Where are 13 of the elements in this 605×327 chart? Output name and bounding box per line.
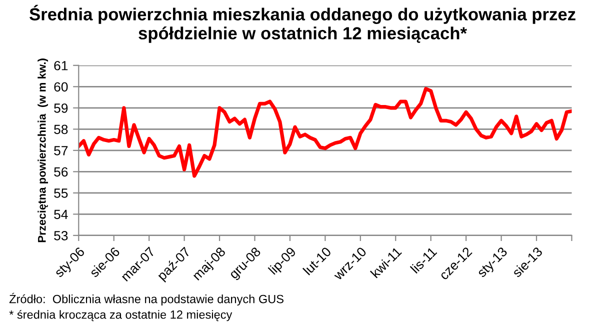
y-tick-label: 57 <box>54 146 68 156</box>
y-tick-label: 58 <box>54 124 68 134</box>
chart-title: Średnia powierzchnia mieszkania oddanego do użytkowania przez spółdzielnie w ostatnich 12 miesiącach* <box>30 4 576 43</box>
y-tick-label: 60 <box>54 82 68 92</box>
y-tick-label: 53 <box>54 231 68 240</box>
y-tick-label: 61 <box>54 60 68 70</box>
y-tick-label: 54 <box>54 210 68 220</box>
text: * średnia krocząca za ostatnie 12 miesięcy <box>9 310 232 322</box>
y-tick-label: 59 <box>54 103 68 113</box>
y-tick-label: 55 <box>54 188 68 198</box>
y-tick-label: 56 <box>54 167 68 177</box>
text: Źródło: Oblicznia własne na podstawie danych GUS <box>9 292 284 306</box>
y-axis-title: Przeciętna powierzchnia (w m kw.) <box>38 58 48 242</box>
